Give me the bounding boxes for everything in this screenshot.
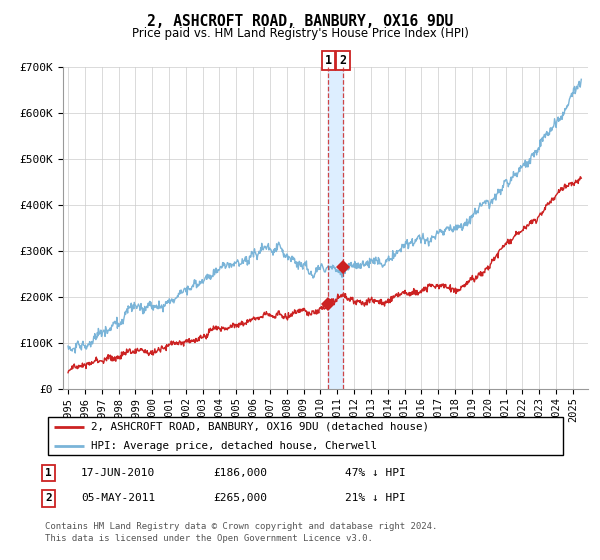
FancyBboxPatch shape <box>47 417 563 455</box>
Text: 2, ASHCROFT ROAD, BANBURY, OX16 9DU: 2, ASHCROFT ROAD, BANBURY, OX16 9DU <box>147 14 453 29</box>
Text: £186,000: £186,000 <box>213 468 267 478</box>
Bar <box>328 67 343 389</box>
Text: 47% ↓ HPI: 47% ↓ HPI <box>345 468 406 478</box>
Text: £265,000: £265,000 <box>213 493 267 503</box>
Text: 1: 1 <box>45 468 52 478</box>
Text: 2: 2 <box>340 54 347 67</box>
Text: 17-JUN-2010: 17-JUN-2010 <box>81 468 155 478</box>
Text: 2, ASHCROFT ROAD, BANBURY, OX16 9DU (detached house): 2, ASHCROFT ROAD, BANBURY, OX16 9DU (det… <box>91 422 429 432</box>
Text: 2: 2 <box>45 493 52 503</box>
Text: Price paid vs. HM Land Registry's House Price Index (HPI): Price paid vs. HM Land Registry's House … <box>131 27 469 40</box>
Text: Contains HM Land Registry data © Crown copyright and database right 2024.
This d: Contains HM Land Registry data © Crown c… <box>45 522 437 543</box>
Text: 05-MAY-2011: 05-MAY-2011 <box>81 493 155 503</box>
Text: 21% ↓ HPI: 21% ↓ HPI <box>345 493 406 503</box>
Text: 1: 1 <box>325 54 332 67</box>
Text: HPI: Average price, detached house, Cherwell: HPI: Average price, detached house, Cher… <box>91 441 377 451</box>
